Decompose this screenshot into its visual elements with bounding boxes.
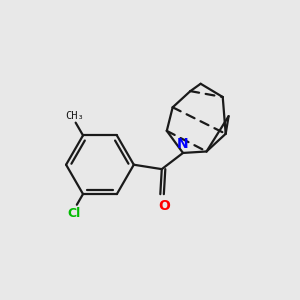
Text: Cl: Cl bbox=[68, 207, 81, 220]
Text: N: N bbox=[177, 136, 188, 151]
Text: CH₃: CH₃ bbox=[65, 111, 84, 121]
Text: O: O bbox=[158, 199, 170, 213]
